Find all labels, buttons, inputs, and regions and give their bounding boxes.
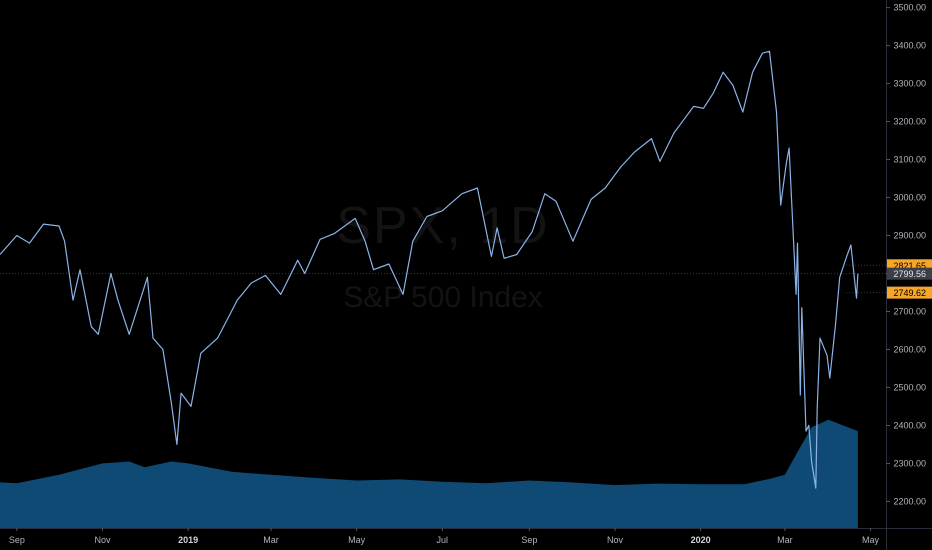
price-tick-label: 3000.00 bbox=[893, 193, 926, 203]
price-line bbox=[0, 50, 859, 489]
price-tag-last: 2799.56 bbox=[893, 269, 926, 279]
time-tick-label: Nov bbox=[607, 535, 624, 545]
price-tick-label: 2300.00 bbox=[893, 458, 926, 468]
price-tag-low-box bbox=[887, 286, 932, 299]
price-tick-label: 3400.00 bbox=[893, 41, 926, 51]
time-tick-label: Sep bbox=[9, 535, 25, 545]
time-axis[interactable]: Sep Nov 2019 Mar May Jul Sep Nov 2020 Mar May bbox=[9, 528, 880, 545]
guide-lines bbox=[0, 264, 886, 294]
time-tick-label: Mar bbox=[263, 535, 279, 545]
time-tick-label: May bbox=[862, 535, 880, 545]
price-tick-label: 3500.00 bbox=[893, 3, 926, 13]
volume-layer bbox=[0, 419, 858, 528]
price-tag-last-box bbox=[887, 267, 932, 280]
time-tick-label: Nov bbox=[94, 535, 111, 545]
volume-area bbox=[0, 419, 858, 528]
time-tick-label: Sep bbox=[521, 535, 537, 545]
price-tick-label: 2900.00 bbox=[893, 231, 926, 241]
time-tick-label: 2020 bbox=[691, 535, 711, 545]
price-tick-label: 2500.00 bbox=[893, 382, 926, 392]
time-tick-label: Jul bbox=[437, 535, 449, 545]
time-tick-label: Mar bbox=[777, 535, 793, 545]
price-tick-label: 3300.00 bbox=[893, 79, 926, 89]
price-tag-high: 2821.65 bbox=[893, 261, 926, 271]
price-tick-label: 2600.00 bbox=[893, 344, 926, 354]
price-tick-label: 2400.00 bbox=[893, 420, 926, 430]
time-tick-label: May bbox=[348, 535, 366, 545]
price-tick-label: 3100.00 bbox=[893, 155, 926, 165]
price-tick-label: 3200.00 bbox=[893, 117, 926, 127]
price-tick-label: 2200.00 bbox=[893, 496, 926, 506]
price-line-layer bbox=[0, 50, 859, 489]
time-tick-label: 2019 bbox=[178, 535, 198, 545]
price-tick-label: 2700.00 bbox=[893, 306, 926, 316]
price-tag-low: 2749.62 bbox=[893, 288, 926, 298]
price-axis[interactable]: 2200.00 2300.00 2400.00 2500.00 2600.00 2700.… bbox=[886, 3, 926, 507]
